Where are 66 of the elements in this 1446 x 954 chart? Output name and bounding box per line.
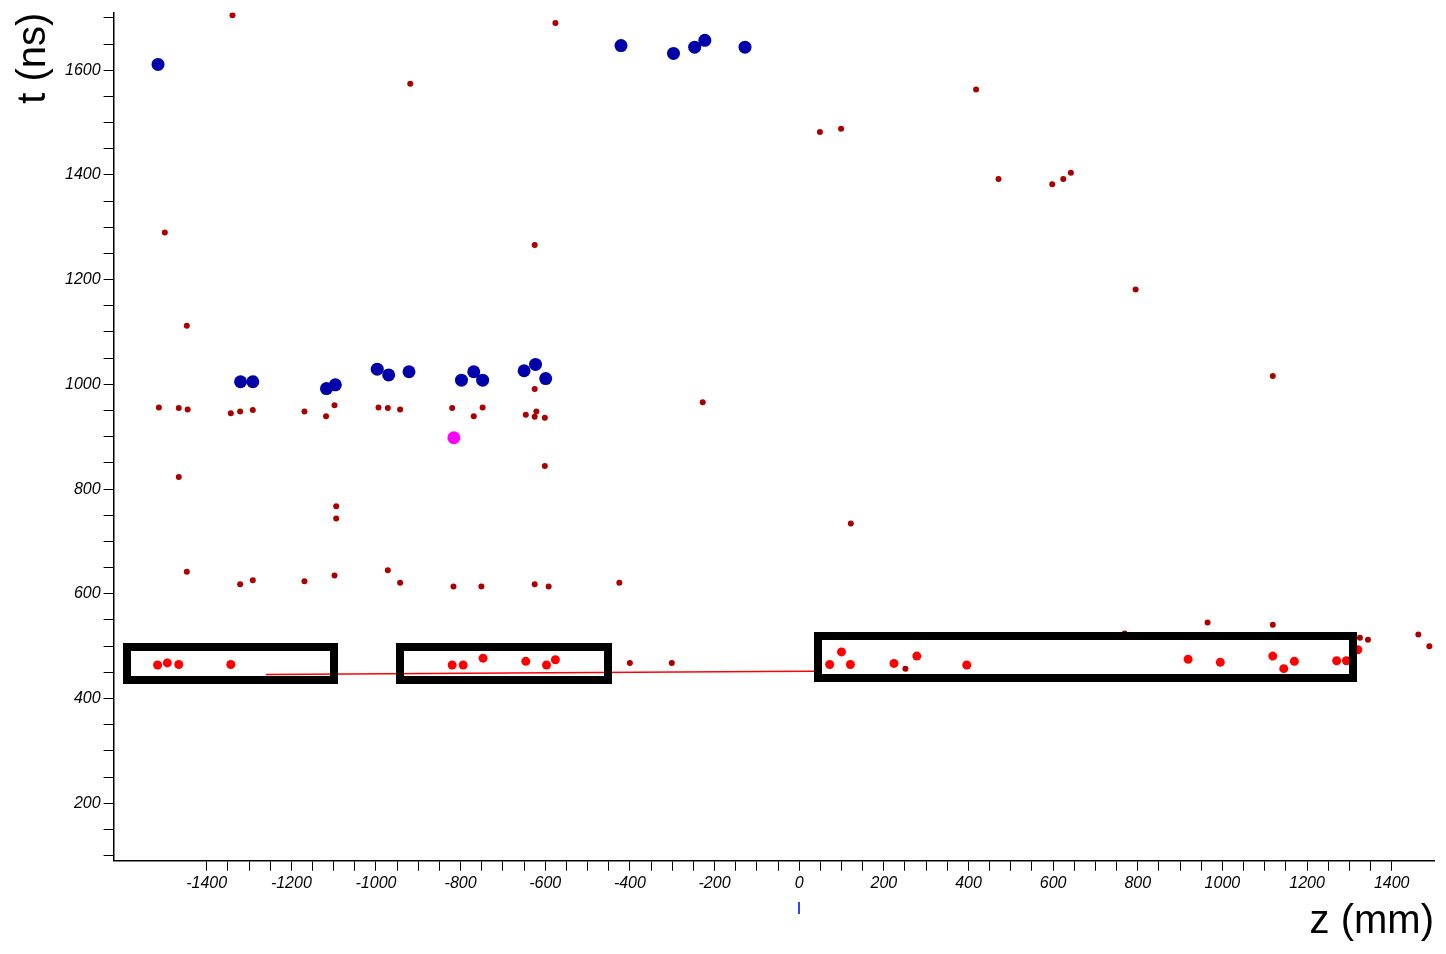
point <box>1289 656 1299 666</box>
x-tick-label: -1400 <box>186 873 228 891</box>
x-tick-label: 0 <box>794 873 804 891</box>
x-tick-label: -800 <box>444 873 477 891</box>
point <box>1268 651 1278 661</box>
point <box>467 365 481 379</box>
point <box>521 656 531 666</box>
point <box>153 660 163 670</box>
x-tick-label: 200 <box>869 873 898 891</box>
y-tick-label: 200 <box>72 793 101 811</box>
point <box>1332 656 1342 666</box>
x-tick-label: -400 <box>613 873 647 891</box>
point <box>912 651 922 661</box>
x-tick-label: -1200 <box>270 873 312 891</box>
x-axis-title: z (mm) <box>1309 897 1434 942</box>
point <box>962 660 972 670</box>
point <box>402 365 416 379</box>
y-tick-label: 1000 <box>65 374 101 392</box>
point <box>447 660 457 670</box>
point <box>1279 664 1289 674</box>
point <box>382 368 396 382</box>
y-tick-label: 400 <box>73 688 101 706</box>
point <box>234 375 248 389</box>
point <box>539 372 553 386</box>
point <box>162 658 172 668</box>
point <box>246 375 260 389</box>
point <box>688 40 702 54</box>
point <box>447 431 461 445</box>
y-tick-label: 1200 <box>65 270 101 288</box>
point <box>226 659 236 669</box>
y-tick-label: 1400 <box>65 165 101 183</box>
point <box>151 57 165 71</box>
x-tick-label: 1000 <box>1204 873 1241 891</box>
point <box>889 658 899 668</box>
point <box>328 378 342 392</box>
point <box>1183 654 1193 664</box>
point <box>542 660 552 670</box>
point <box>370 362 384 376</box>
x-tick-label: -600 <box>529 873 562 891</box>
point <box>845 659 855 669</box>
y-tick-label: 600 <box>73 584 101 602</box>
x-tick-label: 400 <box>955 873 982 891</box>
x-tick-label: 1200 <box>1289 873 1325 891</box>
x-tick-label: 600 <box>1039 873 1067 891</box>
point <box>478 653 488 663</box>
y-tick-label: 800 <box>73 479 101 497</box>
point <box>667 46 680 60</box>
point <box>825 659 835 669</box>
x-tick-label: 800 <box>1124 873 1152 891</box>
point <box>458 660 468 670</box>
point <box>529 357 543 371</box>
point <box>698 33 712 47</box>
point <box>517 364 531 378</box>
point <box>550 655 560 665</box>
point <box>174 659 184 669</box>
y-tick-label: 1600 <box>65 60 101 78</box>
point <box>454 373 468 387</box>
point <box>476 373 490 387</box>
x-tick-label: 1400 <box>1373 873 1410 891</box>
point <box>614 39 628 53</box>
x-tick-label: -1000 <box>355 873 397 891</box>
x-tick-label: -200 <box>698 873 731 891</box>
point <box>738 40 752 54</box>
point <box>837 647 847 657</box>
y-axis-title: t (ns) <box>9 12 54 104</box>
point <box>1215 657 1225 667</box>
